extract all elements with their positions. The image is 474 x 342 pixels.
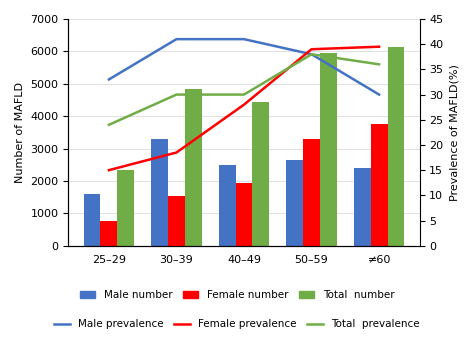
Male prevalence (241, 37, 247, 41)
Total  prevalence (309, 52, 314, 56)
Male prevalence (309, 52, 314, 56)
Bar (354, 168, 371, 246)
Female prevalence (241, 103, 247, 107)
Legend: Male number, Female number, Total  number: Male number, Female number, Total number (76, 286, 398, 304)
Bar (151, 139, 168, 246)
Total  prevalence (241, 93, 247, 97)
Bar (388, 47, 404, 246)
Bar (100, 221, 118, 246)
Y-axis label: Prevalence of MAFLD(%): Prevalence of MAFLD(%) (449, 64, 459, 201)
Line: Male prevalence: Male prevalence (109, 39, 379, 95)
Bar (371, 124, 388, 246)
Total  prevalence (376, 62, 382, 66)
Bar (253, 102, 269, 246)
Bar (219, 165, 236, 246)
Legend: Male prevalence, Female prevalence, Total  prevalence: Male prevalence, Female prevalence, Tota… (50, 315, 424, 333)
Male prevalence (173, 37, 179, 41)
Bar (185, 89, 202, 246)
Bar (168, 196, 185, 246)
Female prevalence (376, 45, 382, 49)
Male prevalence (106, 77, 112, 81)
Bar (303, 139, 320, 246)
Bar (320, 53, 337, 246)
Bar (118, 170, 134, 246)
Total  prevalence (173, 93, 179, 97)
Line: Total  prevalence: Total prevalence (109, 54, 379, 125)
Male prevalence (376, 93, 382, 97)
Female prevalence (309, 47, 314, 51)
Female prevalence (173, 150, 179, 155)
Total  prevalence (106, 123, 112, 127)
Bar (286, 160, 303, 246)
Line: Female prevalence: Female prevalence (109, 47, 379, 170)
Y-axis label: Number of MAFLD: Number of MAFLD (15, 82, 25, 183)
Female prevalence (106, 168, 112, 172)
Bar (83, 194, 100, 246)
Bar (236, 183, 253, 246)
